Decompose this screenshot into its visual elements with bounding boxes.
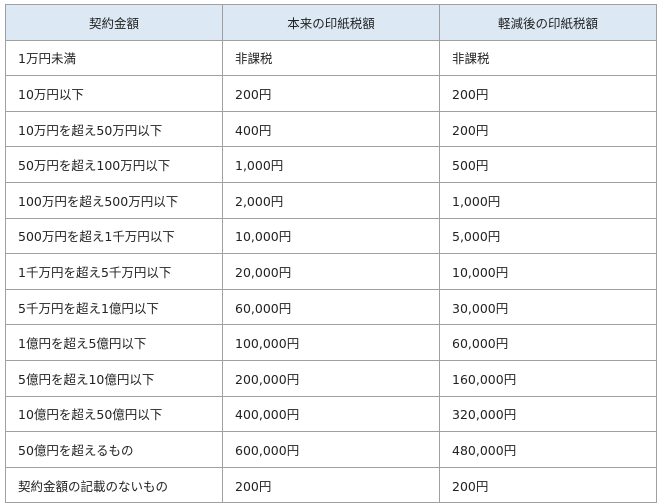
table-cell: 400,000円: [222, 395, 440, 433]
header-cell: 契約金額: [5, 4, 223, 41]
table-cell: 320,000円: [439, 395, 657, 433]
table-row: 500万円を超え1千万円以下 10,000円 5,000円: [5, 217, 657, 255]
header-cell: 軽減後の印紙税額: [439, 4, 657, 41]
header-row: 契約金額 本来の印紙税額 軽減後の印紙税額: [5, 4, 657, 41]
table-cell: 10,000円: [439, 253, 657, 290]
table-cell: 10,000円: [222, 217, 440, 255]
table-cell: 5億円を超え10億円以下: [5, 359, 223, 397]
table-cell: 30,000円: [439, 288, 657, 326]
table-cell: 100,000円: [222, 324, 440, 361]
table-cell: 10万円以下: [5, 75, 223, 112]
table-row: 50億円を超えるもの 600,000円 480,000円: [5, 431, 657, 468]
table-cell: 200円: [222, 466, 440, 504]
table-cell: 20,000円: [222, 253, 440, 290]
table-cell: 1億円を超え5億円以下: [5, 324, 223, 361]
table-cell: 200円: [439, 466, 657, 504]
table-cell: 1,000円: [222, 146, 440, 183]
table-cell: 50万円を超え100万円以下: [5, 146, 223, 183]
table-row: 契約金額の記載のないもの 200円 200円: [5, 466, 657, 504]
table-header: 契約金額 本来の印紙税額 軽減後の印紙税額: [5, 4, 657, 41]
table-cell: 5千万円を超え1億円以下: [5, 288, 223, 326]
table-cell: 200円: [439, 75, 657, 112]
table-cell: 100万円を超え500万円以下: [5, 181, 223, 219]
table-cell: 480,000円: [439, 431, 657, 468]
table-cell: 1,000円: [439, 181, 657, 219]
table-cell: 200,000円: [222, 359, 440, 397]
header-cell: 本来の印紙税額: [222, 4, 440, 41]
table-cell: 50億円を超えるもの: [5, 431, 223, 468]
table-row: 5千万円を超え1億円以下 60,000円 30,000円: [5, 288, 657, 326]
table-row: 1億円を超え5億円以下 100,000円 60,000円: [5, 324, 657, 361]
table-cell: 10万円を超え50万円以下: [5, 110, 223, 148]
table-cell: 契約金額の記載のないもの: [5, 466, 223, 504]
table-cell: 非課税: [439, 39, 657, 77]
table-cell: 400円: [222, 110, 440, 148]
table-row: 10億円を超え50億円以下 400,000円 320,000円: [5, 395, 657, 433]
table-cell: 200円: [222, 75, 440, 112]
table-cell: 10億円を超え50億円以下: [5, 395, 223, 433]
table-cell: 500円: [439, 146, 657, 183]
table-cell: 2,000円: [222, 181, 440, 219]
table-cell: 500万円を超え1千万円以下: [5, 217, 223, 255]
table-cell: 600,000円: [222, 431, 440, 468]
table-cell: 60,000円: [439, 324, 657, 361]
table-cell: 1千万円を超え5千万円以下: [5, 253, 223, 290]
table-cell: 5,000円: [439, 217, 657, 255]
stamp-tax-table: 契約金額 本来の印紙税額 軽減後の印紙税額 1万円未満 非課税 非課税 10万円以下 200…: [5, 4, 657, 504]
table-body: 1万円未満 非課税 非課税 10万円以下 200円 200円 10万円を超え50万円以下 40…: [5, 39, 657, 504]
table-row: 1万円未満 非課税 非課税: [5, 39, 657, 77]
table-row: 5億円を超え10億円以下 200,000円 160,000円: [5, 359, 657, 397]
table-cell: 200円: [439, 110, 657, 148]
table-row: 10万円以下 200円 200円: [5, 75, 657, 112]
table-cell: 非課税: [222, 39, 440, 77]
table-row: 10万円を超え50万円以下 400円 200円: [5, 110, 657, 148]
table-cell: 60,000円: [222, 288, 440, 326]
table-cell: 160,000円: [439, 359, 657, 397]
table-row: 50万円を超え100万円以下 1,000円 500円: [5, 146, 657, 183]
table-cell: 1万円未満: [5, 39, 223, 77]
table-row: 100万円を超え500万円以下 2,000円 1,000円: [5, 181, 657, 219]
table-row: 1千万円を超え5千万円以下 20,000円 10,000円: [5, 253, 657, 290]
